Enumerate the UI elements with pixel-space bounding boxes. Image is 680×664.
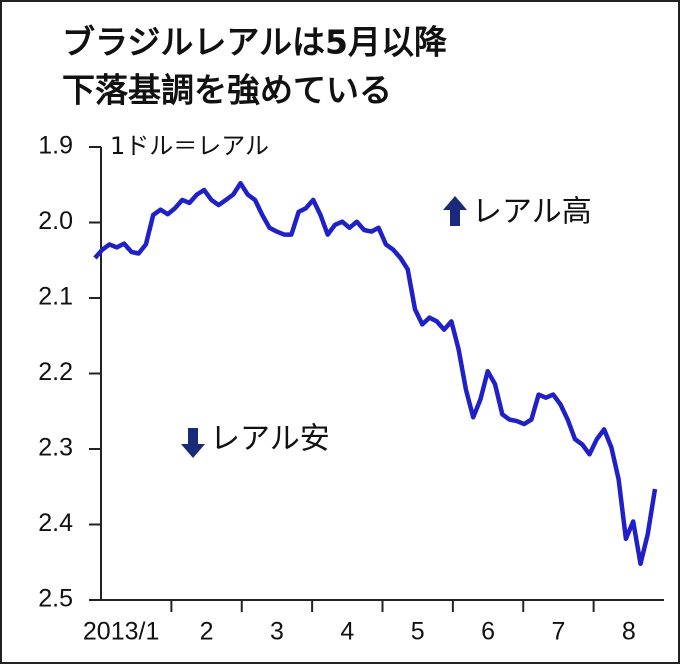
- x-tick-label: 7: [551, 618, 565, 646]
- y-tick-label: 1.9: [38, 132, 73, 160]
- x-tick-label: 3: [270, 618, 284, 646]
- line-series: [93, 180, 658, 567]
- x-tick-label: 2013/1: [83, 618, 159, 646]
- x-tick-label: 2: [200, 618, 214, 646]
- up-arrow: [443, 196, 467, 226]
- x-tick-label: 5: [411, 618, 425, 646]
- y-tick-label: 2.1: [38, 283, 73, 311]
- y-tick-label: 2.3: [38, 434, 73, 462]
- x-tick-label: 8: [622, 618, 636, 646]
- y-tick-label: 2.4: [38, 509, 73, 537]
- chart-title-line: 下落基調を強めている: [62, 71, 392, 110]
- annotation: レアル安: [210, 422, 330, 457]
- x-tick-label: 6: [481, 618, 495, 646]
- y-tick-label: 2.5: [38, 585, 73, 613]
- down-arrow: [181, 428, 205, 458]
- x-tick-label: 4: [340, 618, 354, 646]
- y-tick-label: 2.2: [38, 358, 73, 386]
- annotation: レアル高: [472, 195, 592, 230]
- chart-title-line: ブラジルレアルは5月以降: [62, 23, 448, 62]
- y-tick-label: 2.0: [38, 207, 73, 235]
- unit-label: 1ドル＝レアル: [110, 132, 269, 160]
